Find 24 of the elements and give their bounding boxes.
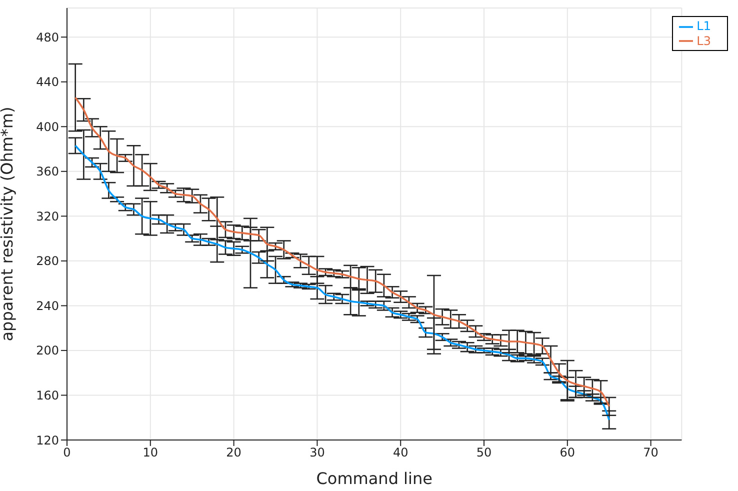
y-tick-label: 480 [36,30,59,44]
x-tick-label: 40 [392,446,408,460]
y-tick-label: 160 [36,388,59,402]
line-series [74,96,610,408]
x-tick-label: 50 [476,446,492,460]
x-axis-title: Command line [316,469,432,488]
y-axis-title: apparent resistivity (Ohm*m) [0,106,17,342]
x-tick-label: 20 [226,446,242,460]
line-series [74,144,610,421]
y-tick-label: 320 [36,209,59,224]
x-tick-label: 0 [63,446,71,460]
y-tick-label: 440 [36,75,59,90]
x-tick-label: 10 [142,446,158,460]
y-tick-label: 120 [36,433,59,448]
legend-label: L3 [696,34,711,48]
y-tick-label: 280 [36,254,59,268]
y-tick-label: 360 [36,164,59,179]
y-tick-label: 200 [36,344,59,358]
legend-label: L1 [696,19,711,33]
y-tick-label: 400 [36,120,59,134]
x-tick-label: 30 [310,446,325,460]
y-tick-label: 240 [36,298,59,313]
x-tick-label: 70 [643,446,658,460]
x-tick-label: 60 [560,446,576,460]
